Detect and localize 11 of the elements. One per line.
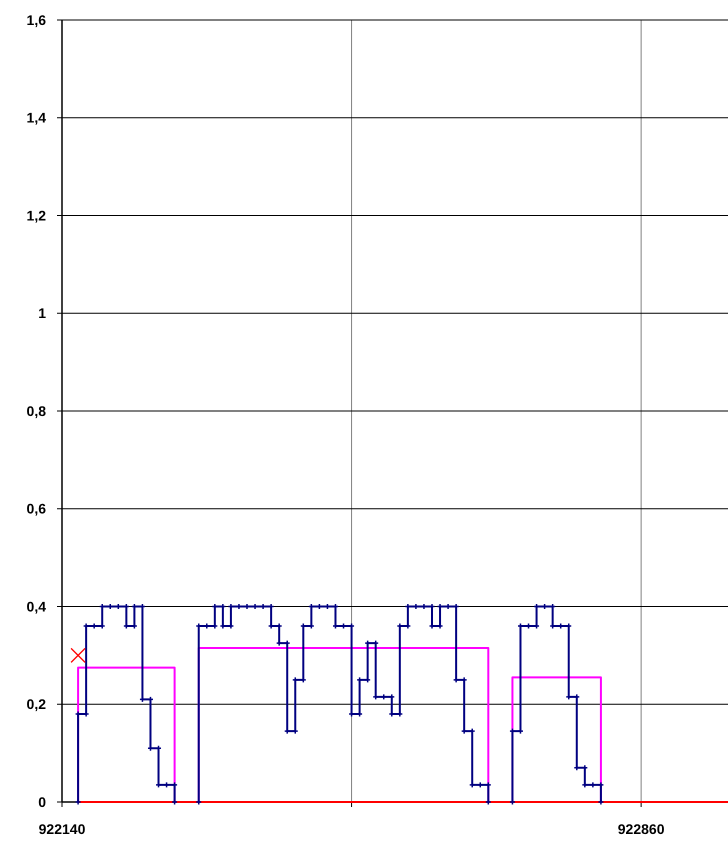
y-tick-label: 0,2 — [26, 696, 46, 712]
y-tick-label: 1,4 — [26, 110, 46, 126]
y-tick-label: 0,6 — [26, 500, 46, 517]
y-tick-label: 1,2 — [26, 207, 46, 224]
y-tick-label: 0 — [38, 794, 46, 810]
y-tick-label: 1,6 — [26, 12, 46, 28]
x-tick-label: 922860 — [618, 821, 665, 837]
x-tick-label: 922140 — [38, 821, 86, 837]
y-tick-label: 1 — [38, 305, 46, 322]
y-tick-label: 0,8 — [26, 402, 46, 419]
y-tick-label: 0,4 — [26, 598, 46, 614]
